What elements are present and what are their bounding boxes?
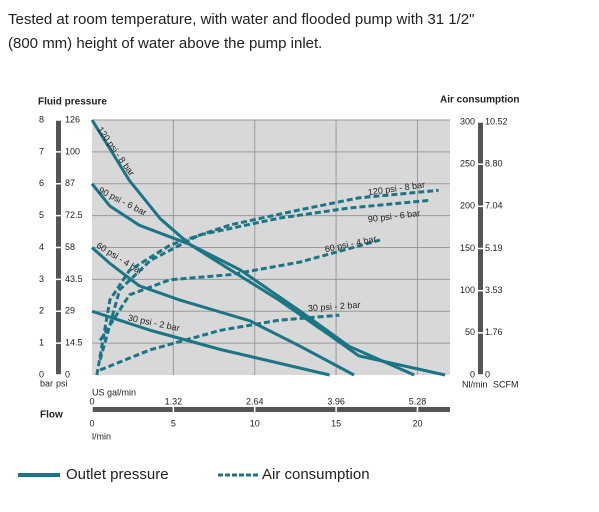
outlet-pressure-line <box>90 182 415 377</box>
y-unit: bar <box>40 378 53 388</box>
y2-axis-label: Air consumption <box>440 95 519 106</box>
x-tick-label: 20 <box>412 418 422 428</box>
y-tick-label: 7 <box>39 146 44 156</box>
heading-line: Tested at room temperature, with water a… <box>8 11 474 28</box>
y2-tick-label: 150 <box>460 243 475 253</box>
y2-tick-label-scfm: 3.53 <box>485 285 503 295</box>
y-unit: psi <box>56 378 68 388</box>
y-tick-label: 4 <box>39 242 44 252</box>
outlet-pressure-line <box>91 246 355 377</box>
y-tick-label: 2 <box>39 306 44 316</box>
y2-tick-label: 50 <box>465 327 475 337</box>
x-tick-label-gal: 5.28 <box>409 396 427 406</box>
x-tick-label: 10 <box>250 418 260 428</box>
y2-tick-label-scfm: 0 <box>485 369 490 379</box>
legend-label: Air consumption <box>262 466 370 483</box>
y2-unit: Nl/min <box>462 379 488 389</box>
air-consumption-line <box>98 198 429 361</box>
y-tick-label: 1 <box>39 338 44 348</box>
y2-tick-label: 0 <box>470 369 475 379</box>
y-tick-label-psi: 100 <box>65 146 80 156</box>
y-tick-label: 5 <box>39 210 44 220</box>
y-tick-label-psi: 58 <box>65 242 75 252</box>
y-tick-label-psi: 87 <box>65 178 75 188</box>
y-tick-label: 6 <box>39 178 44 188</box>
x-tick-label-gal: 0 <box>89 396 94 406</box>
y2-tick-label: 200 <box>460 201 475 211</box>
air-consumption-line <box>98 238 381 342</box>
y2-tick-label-scfm: 5.19 <box>485 243 503 253</box>
y-tick-label-psi: 72.5 <box>65 210 83 220</box>
y-tick-label-psi: 0 <box>65 369 70 379</box>
air-consumption-line <box>99 313 340 372</box>
y2-unit: SCFM <box>493 379 519 389</box>
y-tick-label-psi: 43.5 <box>65 274 83 284</box>
x-tick-label-gal: 3.96 <box>327 396 345 406</box>
y2-tick-label: 300 <box>460 116 475 126</box>
y-tick-label-psi: 14.5 <box>65 338 83 348</box>
x-tick-label-gal: 1.32 <box>165 396 183 406</box>
y2-tick-label-scfm: 1.76 <box>485 327 503 337</box>
flow-label: Flow <box>40 410 63 421</box>
y-tick-label-psi: 126 <box>65 114 80 124</box>
y-tick-label: 0 <box>39 369 44 379</box>
x-tick-label: 5 <box>171 418 176 428</box>
x-axis-label: US gal/min <box>92 387 136 397</box>
y-tick-label: 3 <box>39 274 44 284</box>
x-tick-label-gal: 2.64 <box>246 396 264 406</box>
x-tick-label: 15 <box>331 418 341 428</box>
y2-tick-label-scfm: 10.52 <box>485 116 508 126</box>
legend-label: Outlet pressure <box>66 466 169 483</box>
x-tick-label: 0 <box>89 418 94 428</box>
outlet-pressure-line <box>90 119 446 377</box>
y2-tick-label-scfm: 7.04 <box>485 201 503 211</box>
x-axis-label: l/min <box>92 431 111 441</box>
heading-line: (800 mm) height of water above the pump … <box>8 35 322 52</box>
x-axis-bar <box>92 407 450 412</box>
y-tick-label: 8 <box>39 114 44 124</box>
y2-tick-label: 250 <box>460 159 475 169</box>
y-axis-label: Fluid pressure <box>38 97 107 108</box>
y2-tick-label: 100 <box>460 285 475 295</box>
y2-tick-label-scfm: 8.80 <box>485 159 503 169</box>
curve-label: 30 psi - 2 bar <box>308 300 361 314</box>
y-tick-label-psi: 29 <box>65 306 75 316</box>
